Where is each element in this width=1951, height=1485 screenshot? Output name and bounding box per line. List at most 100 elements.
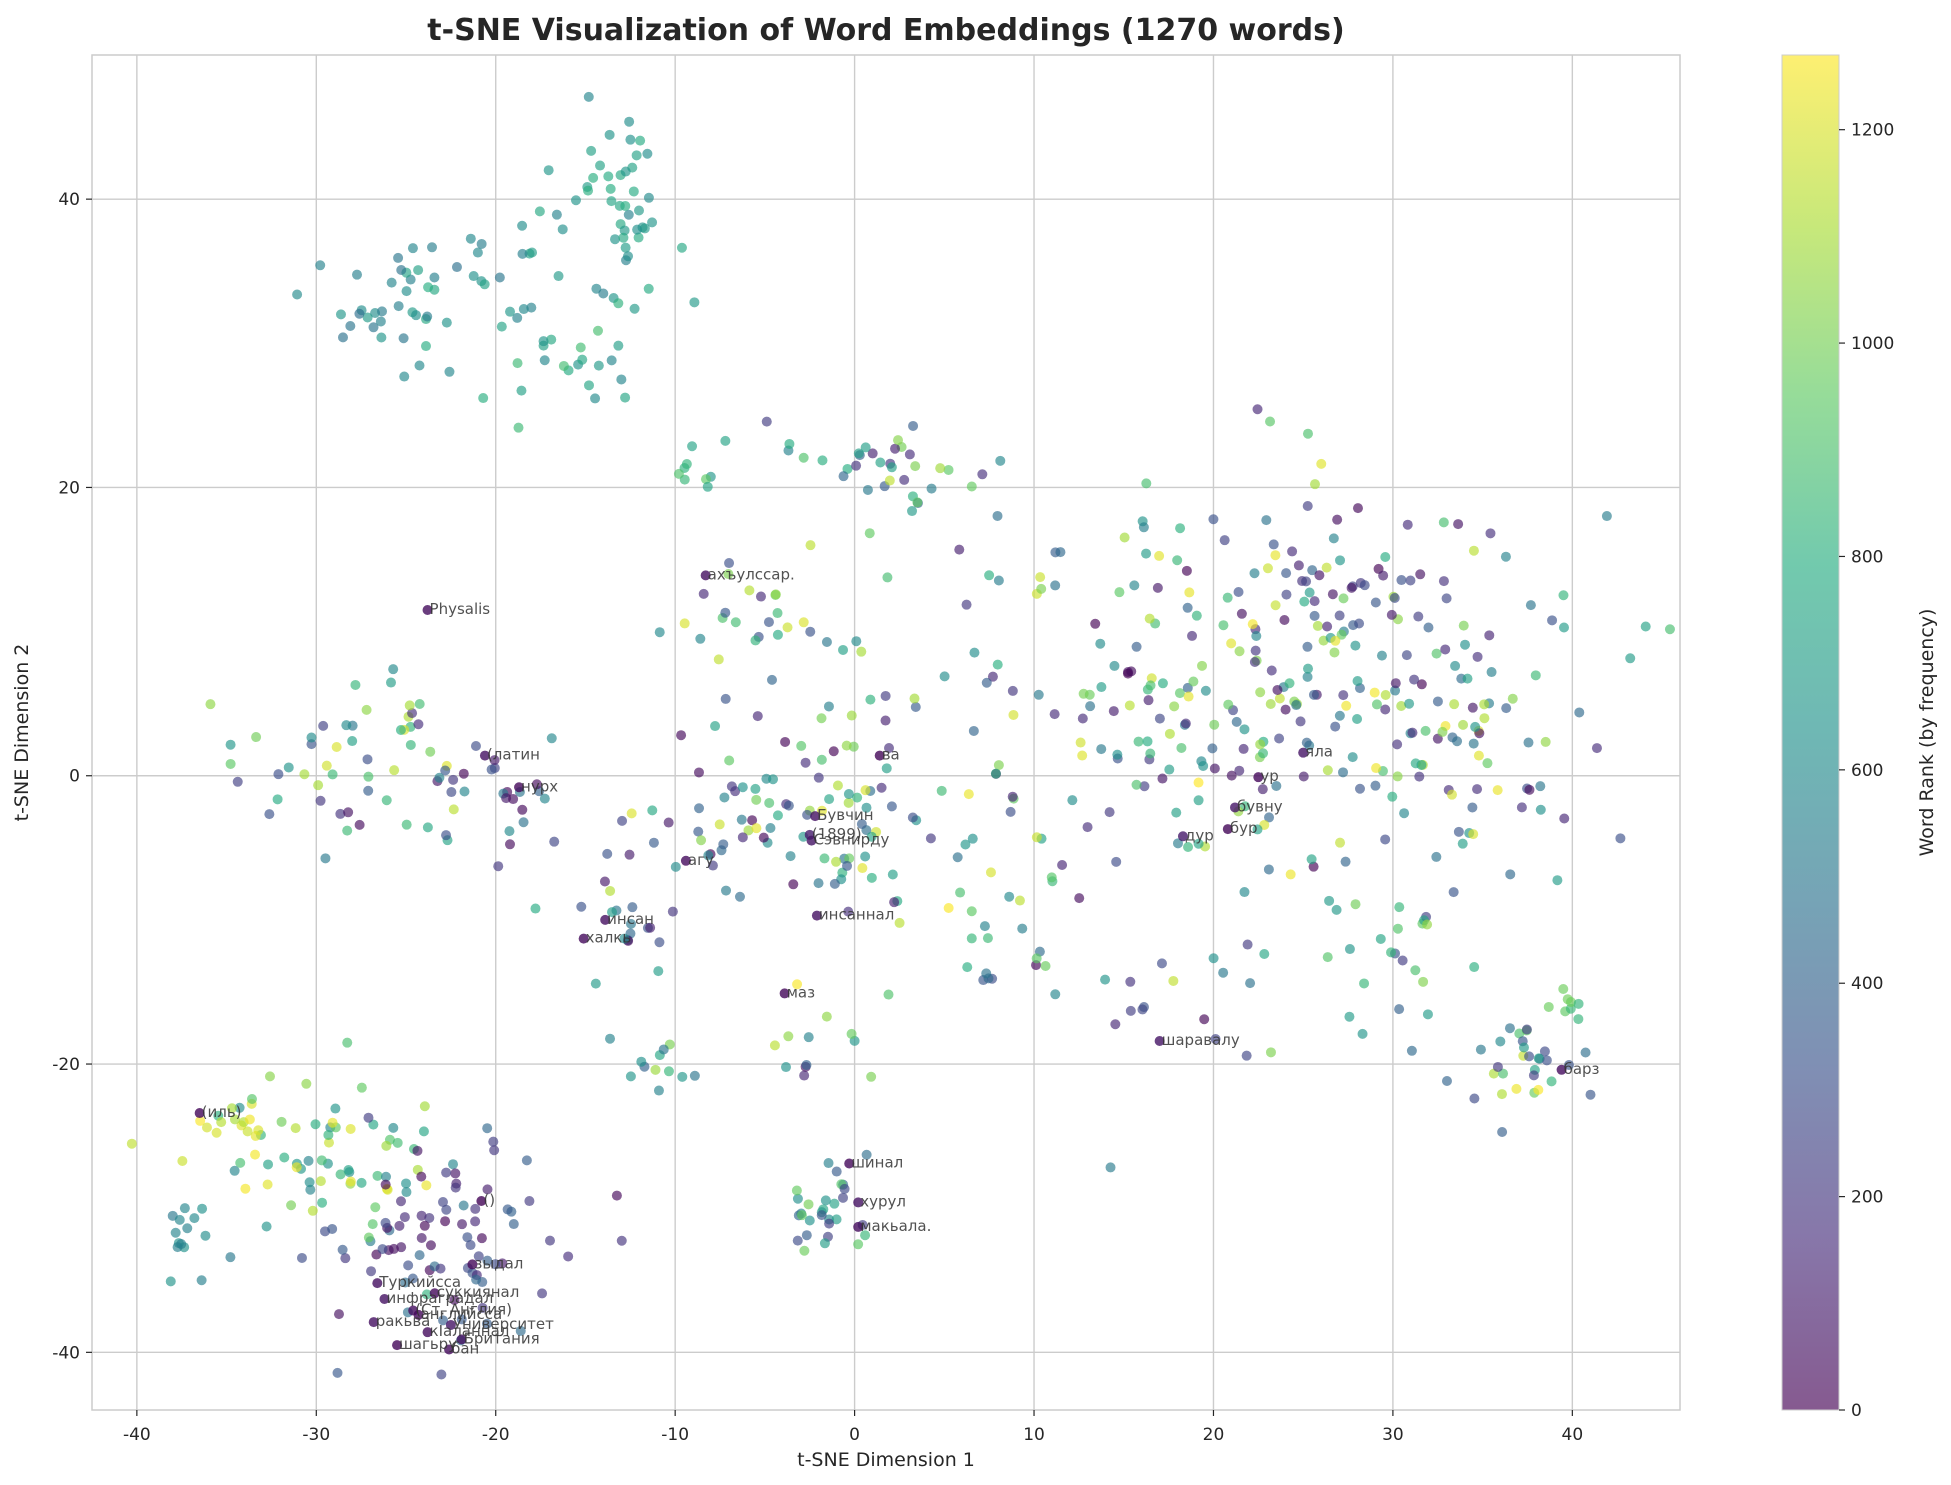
- data-point: [1004, 891, 1015, 902]
- data-point: [805, 626, 816, 637]
- data-point: [1468, 829, 1479, 840]
- data-point: [448, 804, 459, 815]
- data-point: [1369, 687, 1380, 698]
- data-point: [605, 1033, 616, 1044]
- word-label: бур: [1230, 819, 1258, 837]
- data-point: [1350, 640, 1361, 651]
- data-point: [195, 1115, 206, 1126]
- data-point: [539, 793, 550, 804]
- data-point: [330, 1103, 341, 1114]
- data-point: [1437, 726, 1448, 737]
- data-point: [1182, 602, 1193, 613]
- data-point: [907, 506, 918, 517]
- data-point: [1409, 674, 1420, 685]
- data-point: [1265, 416, 1276, 427]
- data-point: [345, 321, 356, 332]
- data-point: [954, 544, 965, 555]
- data-point: [356, 1082, 367, 1093]
- data-point: [750, 635, 761, 646]
- data-point: [1396, 700, 1407, 711]
- data-point: [1199, 1014, 1210, 1025]
- data-point: [1415, 569, 1426, 580]
- labeled-point: [413, 1309, 424, 1320]
- data-point: [1301, 576, 1312, 587]
- colorbar: 0 200 400 600 800 1000 1200 Word Rank (by freq…: [1781, 54, 1938, 1421]
- data-point: [1371, 763, 1382, 774]
- data-point: [995, 455, 1006, 466]
- data-point: [943, 903, 954, 914]
- data-point: [1334, 710, 1345, 721]
- y-tick-label: 0: [69, 767, 80, 787]
- data-point: [658, 1044, 669, 1055]
- labeled-point: [1253, 772, 1264, 783]
- data-point: [197, 1203, 208, 1214]
- data-point: [751, 794, 762, 805]
- data-point: [1401, 650, 1412, 661]
- data-point: [1371, 699, 1382, 710]
- word-label: шинал: [851, 1154, 903, 1172]
- data-point: [880, 690, 891, 701]
- data-point: [1416, 679, 1427, 690]
- data-point: [586, 145, 597, 156]
- data-point: [377, 306, 388, 317]
- data-point: [676, 730, 687, 741]
- data-point: [1346, 582, 1357, 593]
- data-point: [343, 1164, 354, 1175]
- data-point: [1335, 837, 1346, 848]
- data-point: [182, 1223, 193, 1234]
- data-point: [1340, 856, 1351, 867]
- data-point: [939, 671, 950, 682]
- data-point: [1007, 685, 1018, 696]
- data-point: [698, 588, 709, 599]
- data-point: [890, 443, 901, 454]
- x-axis-title: t-SNE Dimension 1: [797, 1449, 975, 1471]
- data-point: [1226, 638, 1237, 649]
- data-point: [624, 849, 635, 860]
- data-point: [356, 1177, 367, 1188]
- labeled-point: [422, 1327, 433, 1338]
- data-point: [889, 897, 900, 908]
- data-point: [1601, 511, 1612, 522]
- data-point: [477, 1302, 488, 1313]
- x-tick-label: 30: [1382, 1425, 1404, 1445]
- data-point: [1181, 565, 1192, 576]
- data-point: [1370, 780, 1381, 791]
- data-point: [1453, 826, 1464, 837]
- data-point: [1341, 700, 1352, 711]
- data-point: [670, 861, 681, 872]
- data-point: [687, 441, 698, 452]
- data-point: [407, 1273, 418, 1284]
- data-point: [1156, 958, 1167, 969]
- data-point: [363, 1232, 374, 1243]
- data-point: [899, 474, 910, 485]
- data-point: [305, 1184, 316, 1195]
- data-point: [1109, 660, 1120, 671]
- data-point: [530, 903, 541, 914]
- x-tick-label: -10: [661, 1425, 689, 1445]
- data-point: [372, 1170, 383, 1181]
- data-point: [866, 872, 877, 883]
- data-point: [772, 629, 783, 640]
- y-axis-ticks: -40 -20 0 20 40: [52, 190, 92, 1363]
- data-point: [1492, 785, 1503, 796]
- data-point: [853, 448, 864, 459]
- data-point: [851, 636, 862, 647]
- data-point: [1523, 737, 1534, 748]
- data-point: [476, 238, 487, 249]
- data-point: [1264, 812, 1275, 823]
- data-point: [1558, 590, 1569, 601]
- data-point: [317, 1197, 328, 1208]
- data-point: [1312, 620, 1323, 631]
- data-point: [1172, 838, 1183, 849]
- data-point: [216, 1117, 227, 1128]
- data-point: [606, 196, 617, 207]
- word-label: барз: [1564, 1060, 1600, 1078]
- data-point: [1359, 978, 1370, 989]
- word-label: ва: [882, 746, 900, 764]
- data-point: [1265, 1047, 1276, 1058]
- data-point: [663, 1066, 674, 1077]
- data-point: [398, 333, 409, 344]
- data-point: [1446, 789, 1457, 800]
- data-point: [1257, 784, 1268, 795]
- data-point: [436, 1369, 447, 1380]
